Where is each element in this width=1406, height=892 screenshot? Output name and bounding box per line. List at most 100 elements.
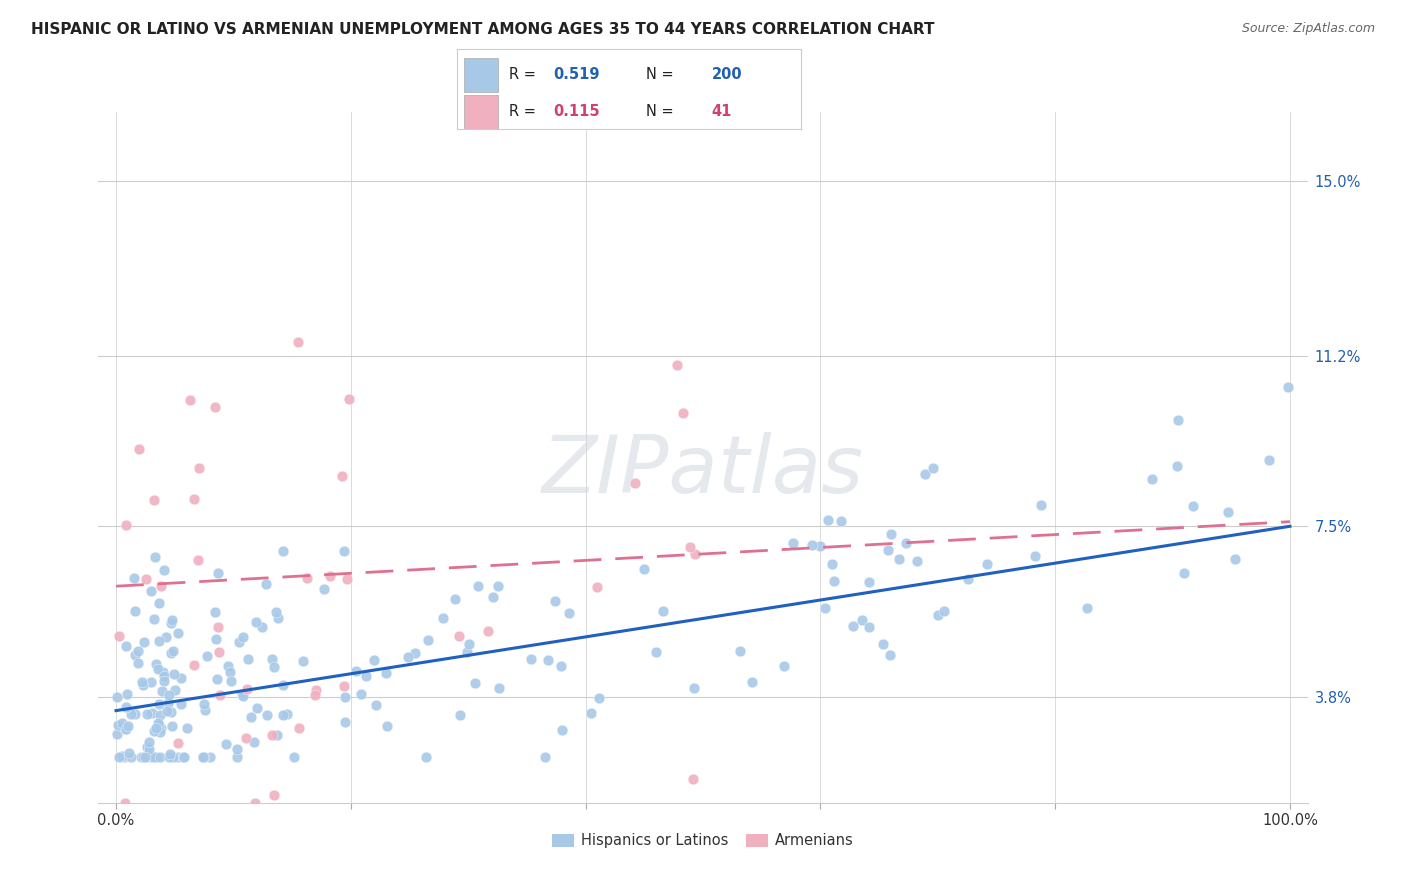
Point bbox=[111, 715, 134, 730]
Point bbox=[155, 631, 177, 645]
Point bbox=[375, 719, 398, 733]
Point bbox=[149, 579, 172, 593]
Point bbox=[263, 788, 285, 802]
Point bbox=[219, 665, 242, 680]
Point bbox=[879, 648, 901, 662]
Point bbox=[143, 723, 166, 738]
Point bbox=[127, 656, 149, 670]
Point bbox=[156, 696, 179, 710]
Point bbox=[314, 582, 336, 596]
Point bbox=[162, 719, 184, 733]
Text: HISPANIC OR LATINO VS ARMENIAN UNEMPLOYMENT AMONG AGES 35 TO 44 YEARS CORRELATIO: HISPANIC OR LATINO VS ARMENIAN UNEMPLOYM… bbox=[31, 22, 935, 37]
Point bbox=[800, 538, 823, 552]
Point bbox=[1182, 500, 1205, 514]
Point bbox=[1167, 412, 1189, 426]
Point bbox=[159, 747, 181, 761]
Point bbox=[287, 334, 309, 349]
Point bbox=[198, 749, 221, 764]
Text: N =: N = bbox=[647, 67, 679, 82]
Point bbox=[136, 707, 159, 722]
Point bbox=[204, 606, 226, 620]
FancyBboxPatch shape bbox=[464, 58, 498, 92]
Point bbox=[129, 749, 152, 764]
Point bbox=[887, 552, 910, 566]
Point bbox=[333, 690, 356, 704]
Point bbox=[167, 626, 190, 640]
Point bbox=[894, 536, 917, 550]
Point bbox=[132, 635, 155, 649]
Point bbox=[921, 460, 943, 475]
Point bbox=[976, 558, 998, 572]
Point bbox=[152, 684, 174, 698]
Point bbox=[956, 572, 979, 586]
Point bbox=[817, 513, 839, 527]
Point bbox=[148, 697, 170, 711]
Point bbox=[111, 749, 134, 764]
Point bbox=[820, 557, 842, 571]
Point bbox=[157, 688, 180, 702]
Point bbox=[139, 674, 162, 689]
Legend: Hispanics or Latinos, Armenians: Hispanics or Latinos, Armenians bbox=[546, 828, 860, 855]
Point bbox=[254, 576, 277, 591]
Point bbox=[1173, 566, 1195, 581]
Point bbox=[581, 706, 603, 720]
Point bbox=[1223, 552, 1246, 566]
Point bbox=[112, 749, 135, 764]
Point bbox=[872, 637, 894, 651]
Point bbox=[150, 721, 173, 735]
Point bbox=[905, 554, 928, 568]
Point bbox=[159, 616, 181, 631]
Point bbox=[139, 749, 162, 764]
Point bbox=[335, 715, 357, 730]
Point bbox=[1258, 452, 1281, 467]
Point bbox=[318, 569, 340, 583]
Point bbox=[127, 643, 149, 657]
Point bbox=[830, 514, 852, 528]
Point bbox=[672, 406, 695, 420]
Point bbox=[153, 563, 176, 577]
Point bbox=[163, 666, 186, 681]
Point bbox=[337, 392, 360, 407]
Point bbox=[115, 723, 138, 737]
Point bbox=[245, 615, 267, 629]
Point bbox=[193, 749, 215, 764]
Point bbox=[114, 796, 136, 810]
Point bbox=[194, 702, 217, 716]
Point bbox=[283, 749, 305, 764]
Point bbox=[231, 687, 253, 701]
Point bbox=[271, 708, 294, 723]
Point bbox=[142, 493, 165, 508]
Point bbox=[488, 579, 510, 593]
Point bbox=[115, 699, 138, 714]
Text: ZIPatlas: ZIPatlas bbox=[541, 432, 865, 510]
Point bbox=[1140, 472, 1163, 486]
Point bbox=[432, 610, 454, 624]
Point bbox=[148, 596, 170, 610]
Point bbox=[207, 566, 229, 580]
Text: 41: 41 bbox=[711, 104, 733, 120]
Point bbox=[215, 737, 238, 751]
Text: 200: 200 bbox=[711, 67, 742, 82]
Point bbox=[271, 678, 294, 692]
Point bbox=[456, 645, 478, 659]
Point bbox=[204, 400, 226, 414]
Point bbox=[232, 630, 254, 644]
Point bbox=[143, 612, 166, 626]
Point bbox=[544, 594, 567, 608]
Point bbox=[152, 673, 174, 688]
Point bbox=[156, 704, 179, 718]
Point bbox=[558, 606, 581, 620]
Point bbox=[1166, 458, 1188, 473]
Point bbox=[193, 749, 215, 764]
Point bbox=[588, 691, 610, 706]
Point bbox=[138, 742, 160, 756]
Point bbox=[165, 682, 187, 697]
Point bbox=[354, 669, 377, 683]
Point bbox=[149, 708, 172, 723]
Point bbox=[449, 707, 471, 722]
Point bbox=[851, 613, 873, 627]
Point bbox=[115, 518, 138, 533]
Point bbox=[183, 657, 205, 672]
Point bbox=[152, 669, 174, 683]
FancyBboxPatch shape bbox=[464, 95, 498, 128]
